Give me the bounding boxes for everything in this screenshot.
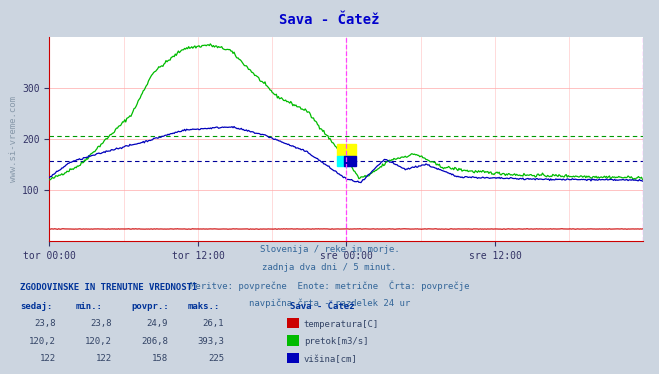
Text: 225: 225 <box>208 354 224 363</box>
Text: 393,3: 393,3 <box>197 337 224 346</box>
Text: temperatura[C]: temperatura[C] <box>304 320 379 329</box>
Text: višina[cm]: višina[cm] <box>304 355 358 364</box>
Text: 24,9: 24,9 <box>146 319 168 328</box>
Text: 122: 122 <box>96 354 112 363</box>
Text: Sava - Čatež: Sava - Čatež <box>290 301 355 310</box>
Text: Sava - Čatež: Sava - Čatež <box>279 13 380 27</box>
Text: 120,2: 120,2 <box>29 337 56 346</box>
Text: 120,2: 120,2 <box>85 337 112 346</box>
Bar <box>337 144 356 156</box>
Text: 23,8: 23,8 <box>34 319 56 328</box>
Text: min.:: min.: <box>76 301 103 310</box>
Text: 122: 122 <box>40 354 56 363</box>
Text: 26,1: 26,1 <box>202 319 224 328</box>
Text: povpr.:: povpr.: <box>132 301 169 310</box>
Bar <box>345 156 356 166</box>
Text: Slovenija / reke in morje.: Slovenija / reke in morje. <box>260 245 399 254</box>
Text: 158: 158 <box>152 354 168 363</box>
Y-axis label: www.si-vreme.com: www.si-vreme.com <box>9 96 18 182</box>
Text: maks.:: maks.: <box>188 301 220 310</box>
Text: sedaj:: sedaj: <box>20 301 52 310</box>
Text: pretok[m3/s]: pretok[m3/s] <box>304 337 368 346</box>
Text: 23,8: 23,8 <box>90 319 112 328</box>
Text: 206,8: 206,8 <box>141 337 168 346</box>
Text: zadnja dva dni / 5 minut.: zadnja dva dni / 5 minut. <box>262 263 397 272</box>
Text: ZGODOVINSKE IN TRENUTNE VREDNOSTI: ZGODOVINSKE IN TRENUTNE VREDNOSTI <box>20 283 197 292</box>
Bar <box>337 156 349 166</box>
Text: navpična črta - razdelek 24 ur: navpična črta - razdelek 24 ur <box>249 299 410 308</box>
Text: Meritve: povprečne  Enote: metrične  Črta: povprečje: Meritve: povprečne Enote: metrične Črta:… <box>190 281 469 291</box>
